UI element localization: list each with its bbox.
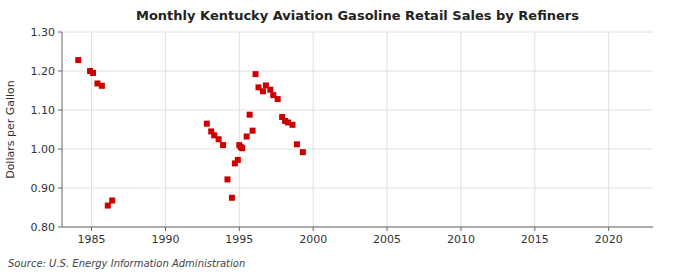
point (239, 145, 245, 151)
point (75, 57, 81, 63)
y-tick (58, 71, 62, 72)
x-tick-label: 2000 (299, 233, 327, 246)
grid-line-y (62, 227, 653, 228)
x-tick-label: 1985 (78, 233, 106, 246)
y-tick-label: 1.30 (31, 26, 56, 39)
point (244, 134, 250, 140)
point (267, 87, 273, 93)
y-tick (58, 227, 62, 228)
point (250, 128, 256, 134)
point (300, 149, 306, 155)
grid-line-x (165, 32, 166, 227)
x-tick (313, 227, 314, 231)
y-axis-line (62, 32, 63, 227)
x-tick (534, 227, 535, 231)
y-tick-label: 0.90 (31, 182, 56, 195)
source: Source: U.S. Energy Information Administ… (8, 258, 245, 269)
grid-line-x (534, 32, 535, 227)
x-tick (91, 227, 92, 231)
grid-line-y (62, 71, 653, 72)
title: Monthly Kentucky Aviation Gasoline Retai… (136, 8, 579, 23)
y-axis-label: Dollars per Gallon (4, 80, 17, 179)
grid-line-x (387, 32, 388, 227)
point (224, 176, 230, 182)
y-tick-label: 0.80 (31, 221, 56, 234)
y-tick-label: 1.20 (31, 65, 56, 78)
grid-line-x (91, 32, 92, 227)
point (229, 195, 235, 201)
x-tick (387, 227, 388, 231)
point (99, 83, 105, 89)
x-tick-label: 2010 (447, 233, 475, 246)
x-tick-label: 2020 (595, 233, 623, 246)
grid-line-y (62, 110, 653, 111)
x-tick-label: 1990 (151, 233, 179, 246)
grid-line-y (62, 188, 653, 189)
x-tick-label: 2005 (373, 233, 401, 246)
grid-line-y (62, 149, 653, 150)
y-ticks: 0.80 0.90 1.00 1.10 1.20 1.30 (31, 26, 63, 234)
point (289, 122, 295, 128)
point (109, 197, 115, 203)
grid-line-x (313, 32, 314, 227)
grid-line-x (239, 32, 240, 227)
y-tick (58, 32, 62, 33)
y-tick (58, 149, 62, 150)
x-tick (608, 227, 609, 231)
point (216, 136, 222, 142)
point (253, 71, 259, 77)
y-tick-label: 1.10 (31, 104, 56, 117)
x-tick-label: 1995 (225, 233, 253, 246)
x-axis-line (62, 227, 653, 228)
grid-line-y (62, 32, 653, 33)
point (204, 121, 210, 127)
point (260, 88, 266, 94)
grid-line-x (460, 32, 461, 227)
x-ticks: 1985 1990 1995 2000 2005 2010 2015 2020 (78, 227, 623, 246)
points (75, 57, 306, 208)
x-tick (239, 227, 240, 231)
x-tick-label: 2015 (521, 233, 549, 246)
x-tick (460, 227, 461, 231)
grid (62, 32, 653, 227)
point (90, 70, 96, 76)
y-tick-label: 1.00 (31, 143, 56, 156)
point (275, 96, 281, 102)
y-tick (58, 188, 62, 189)
chart: 1985 1990 1995 2000 2005 2010 2015 2020 0.80 0.90… (0, 0, 675, 275)
point (235, 157, 241, 163)
point (247, 112, 253, 118)
y-tick (58, 110, 62, 111)
x-tick (165, 227, 166, 231)
grid-line-x (608, 32, 609, 227)
point (220, 142, 226, 148)
point (294, 141, 300, 147)
